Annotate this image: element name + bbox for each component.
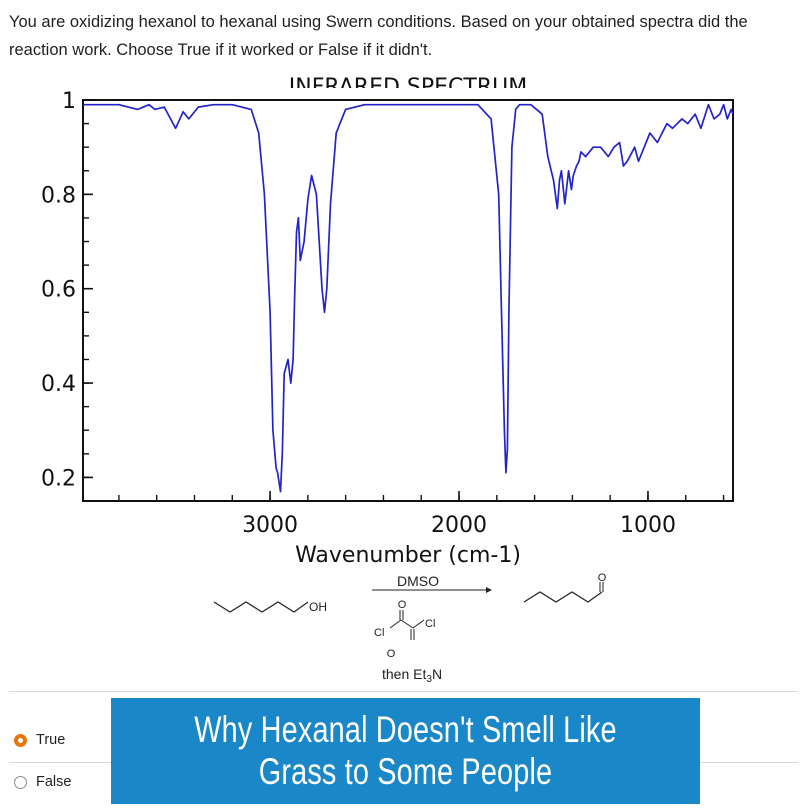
ir-spectrum-chart: INFRARED SPECTRUM 3000 2000 1000 1 0.8 0.6 0.4… [41,75,734,568]
banner-text: Why Hexanal Doesn't Smell Like Grass to … [194,709,617,792]
radio-false[interactable] [14,775,27,789]
y-tick-label: 0.4 [41,372,76,397]
y-tick-label: 0.8 [41,183,76,208]
x-axis-label: Wavenumber (cm-1) [295,543,521,568]
divider-top [9,691,798,692]
oxalyl-o-top: O [398,599,407,611]
question-text: You are oxidizing hexanol to hexanal usi… [9,13,748,59]
reaction-scheme: OH DMSO O Cl Cl O then Et3N O [213,572,607,685]
axis-ticks [83,99,725,501]
tick-labels: 3000 2000 1000 1 0.8 0.6 0.4 0.2 [41,89,676,538]
oxalyl-chloride-structure: O Cl Cl O [374,599,435,660]
reagent-then-et3n: then Et3N [382,666,442,685]
reagent-subscript: 3 [426,674,432,685]
chart-title: INFRARED SPECTRUM [289,75,527,100]
x-tick-label: 1000 [620,513,676,538]
oxalyl-cl-left: Cl [374,627,384,639]
spectrum-line [83,103,733,493]
oxalyl-o-bottom: O [387,648,396,660]
reagent-dmso: DMSO [397,573,439,589]
x-tick-label: 3000 [242,513,298,538]
option-true-label[interactable]: True [36,732,66,748]
arrow-head [486,587,492,593]
y-tick-label: 0.2 [41,466,76,491]
y-tick-label: 1 [62,89,76,114]
plot-frame [82,99,734,502]
option-true[interactable]: True [14,732,65,748]
hexanol-oh-label: OH [309,600,327,614]
hexanal-structure [523,591,603,603]
oxalyl-cl-right: Cl [425,618,435,630]
x-tick-label: 2000 [431,513,487,538]
reagent-n-text: N [432,666,442,682]
option-false-label[interactable]: False [36,774,72,790]
hexanal-o-label: O [598,572,607,584]
radio-true[interactable] [14,733,27,747]
option-false[interactable]: False [14,774,71,790]
y-tick-label: 0.6 [41,278,76,303]
hexanol-structure [213,601,309,613]
overlay-banner: Why Hexanal Doesn't Smell Like Grass to … [111,698,700,804]
reagent-then-text: then Et [382,666,426,682]
